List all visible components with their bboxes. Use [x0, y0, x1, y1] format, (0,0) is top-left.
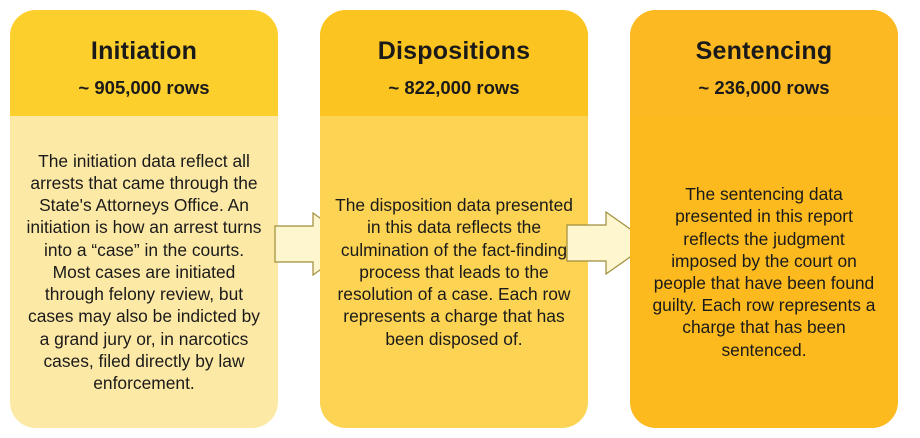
- dispositions-header: Dispositions ~ 822,000 rows: [320, 10, 588, 116]
- initiation-description: The initiation data reflect all arrests …: [26, 150, 262, 393]
- sentencing-body: The sentencing data presented in this re…: [630, 116, 898, 428]
- initiation-header: Initiation ~ 905,000 rows: [10, 10, 278, 116]
- dispositions-row-count: ~ 822,000 rows: [388, 77, 520, 98]
- initiation-title: Initiation: [90, 37, 198, 65]
- initiation-body: The initiation data reflect all arrests …: [10, 116, 278, 428]
- initiation-card: Initiation ~ 905,000 rows The initiation…: [10, 10, 278, 428]
- sentencing-title: Sentencing: [695, 37, 833, 65]
- sentencing-card: Sentencing ~ 236,000 rows The sentencing…: [630, 10, 898, 428]
- dispositions-description: The disposition data presented in this d…: [335, 195, 573, 349]
- dispositions-body: The disposition data presented in this d…: [320, 116, 588, 428]
- sentencing-description: The sentencing data presented in this re…: [652, 184, 876, 360]
- initiation-row-count: ~ 905,000 rows: [78, 77, 210, 98]
- arrow-right-icon: [566, 211, 652, 275]
- dispositions-card: Dispositions ~ 822,000 rows The disposit…: [320, 10, 588, 428]
- dispositions-title: Dispositions: [377, 37, 531, 65]
- sentencing-row-count: ~ 236,000 rows: [698, 77, 830, 98]
- sentencing-header: Sentencing ~ 236,000 rows: [630, 10, 898, 116]
